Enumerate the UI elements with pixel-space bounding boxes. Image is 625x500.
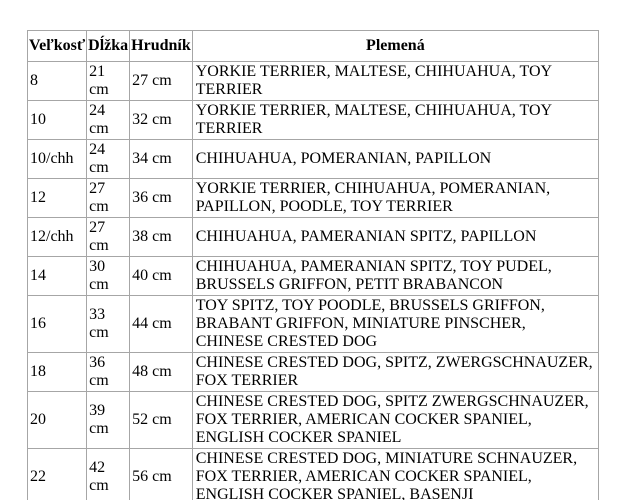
table-row: 20 39 cm 52 cm CHINESE CRESTED DOG, SPIT… bbox=[26, 391, 600, 449]
cell-breeds: CHIHUAHUA, PAMERANIAN SPITZ, PAPILLON bbox=[191, 217, 600, 257]
cell-size: 20 bbox=[26, 391, 88, 449]
cell-size: 10/chh bbox=[26, 139, 88, 179]
cell-length: 24 cm bbox=[86, 100, 131, 140]
cell-chest: 34 cm bbox=[129, 139, 193, 179]
cell-size: 14 bbox=[26, 256, 88, 296]
cell-size: 16 bbox=[26, 295, 88, 353]
cell-size: 12/chh bbox=[26, 217, 88, 257]
cell-chest: 32 cm bbox=[129, 100, 193, 140]
cell-breeds: CHIHUAHUA, POMERANIAN, PAPILLON bbox=[191, 139, 600, 179]
table-row: 14 30 cm 40 cm CHIHUAHUA, PAMERANIAN SPI… bbox=[26, 256, 600, 296]
dog-size-table: Veľkosť Dĺžka Hrudník Plemená 8 21 cm 27… bbox=[26, 30, 600, 500]
cell-breeds: TOY SPITZ, TOY POODLE, BRUSSELS GRIFFON,… bbox=[191, 295, 600, 353]
cell-breeds: CHIHUAHUA, PAMERANIAN SPITZ, TOY PUDEL, … bbox=[191, 256, 600, 296]
header-chest: Hrudník bbox=[129, 30, 193, 62]
table-row: 18 36 cm 48 cm CHINESE CRESTED DOG, SPIT… bbox=[26, 352, 600, 392]
cell-length: 24 cm bbox=[86, 139, 131, 179]
cell-chest: 38 cm bbox=[129, 217, 193, 257]
cell-breeds: CHINESE CRESTED DOG, SPITZ, ZWERGSCHNAUZ… bbox=[191, 352, 600, 392]
cell-breeds: YORKIE TERRIER, CHIHUAHUA, POMERANIAN, P… bbox=[191, 178, 600, 218]
header-length: Dĺžka bbox=[86, 30, 131, 62]
table-row: 22 42 cm 56 cm CHINESE CRESTED DOG, MINI… bbox=[26, 448, 600, 500]
header-breeds: Plemená bbox=[191, 30, 600, 62]
table-row: 10/chh 24 cm 34 cm CHIHUAHUA, POMERANIAN… bbox=[26, 139, 600, 179]
cell-chest: 44 cm bbox=[129, 295, 193, 353]
cell-length: 21 cm bbox=[86, 61, 131, 101]
cell-breeds: YORKIE TERRIER, MALTESE, CHIHUAHUA, TOY … bbox=[191, 100, 600, 140]
table-row: 16 33 cm 44 cm TOY SPITZ, TOY POODLE, BR… bbox=[26, 295, 600, 353]
cell-size: 8 bbox=[26, 61, 88, 101]
table-row: 8 21 cm 27 cm YORKIE TERRIER, MALTESE, C… bbox=[26, 61, 600, 101]
cell-size: 22 bbox=[26, 448, 88, 500]
cell-length: 36 cm bbox=[86, 352, 131, 392]
cell-length: 39 cm bbox=[86, 391, 131, 449]
table-row: 10 24 cm 32 cm YORKIE TERRIER, MALTESE, … bbox=[26, 100, 600, 140]
cell-breeds: YORKIE TERRIER, MALTESE, CHIHUAHUA, TOY … bbox=[191, 61, 600, 101]
cell-length: 42 cm bbox=[86, 448, 131, 500]
header-size: Veľkosť bbox=[26, 30, 88, 62]
cell-length: 27 cm bbox=[86, 217, 131, 257]
cell-breeds: CHINESE CRESTED DOG, SPITZ ZWERGSCHNAUZE… bbox=[191, 391, 600, 449]
table-row: 12/chh 27 cm 38 cm CHIHUAHUA, PAMERANIAN… bbox=[26, 217, 600, 257]
cell-chest: 27 cm bbox=[129, 61, 193, 101]
cell-chest: 56 cm bbox=[129, 448, 193, 500]
cell-size: 18 bbox=[26, 352, 88, 392]
cell-chest: 48 cm bbox=[129, 352, 193, 392]
table-row: 12 27 cm 36 cm YORKIE TERRIER, CHIHUAHUA… bbox=[26, 178, 600, 218]
cell-size: 10 bbox=[26, 100, 88, 140]
cell-chest: 40 cm bbox=[129, 256, 193, 296]
cell-size: 12 bbox=[26, 178, 88, 218]
cell-length: 33 cm bbox=[86, 295, 131, 353]
cell-length: 27 cm bbox=[86, 178, 131, 218]
header-row: Veľkosť Dĺžka Hrudník Plemená bbox=[26, 30, 600, 62]
cell-chest: 36 cm bbox=[129, 178, 193, 218]
cell-breeds: CHINESE CRESTED DOG, MINIATURE SCHNAUZER… bbox=[191, 448, 600, 500]
cell-chest: 52 cm bbox=[129, 391, 193, 449]
cell-length: 30 cm bbox=[86, 256, 131, 296]
